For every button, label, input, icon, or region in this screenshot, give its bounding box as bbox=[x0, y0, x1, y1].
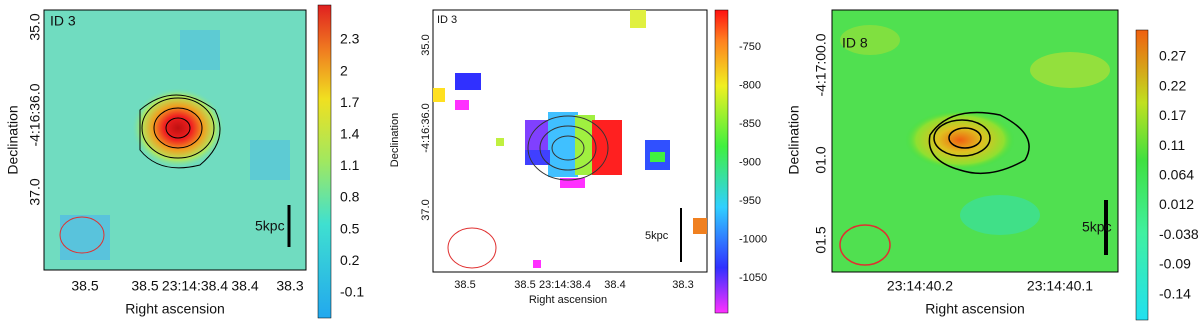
x-tick-label: 23:14:40.1 bbox=[1027, 278, 1093, 294]
scale-label: 5kpc bbox=[255, 218, 285, 234]
panel-id: ID 3 bbox=[437, 14, 457, 26]
colorbar-tick-label: -0.09 bbox=[1159, 256, 1191, 272]
x-tick-label: 23:14:40.2 bbox=[887, 278, 953, 294]
x-tick-label: 38.3 bbox=[276, 278, 303, 294]
y-tick-label: 35.0 bbox=[420, 34, 432, 55]
x-tick-label: 38.3 bbox=[672, 279, 693, 291]
panel-id: ID 8 bbox=[842, 35, 868, 51]
colorbar-tick-label: 0.17 bbox=[1159, 107, 1186, 123]
y-axis-label: Declination bbox=[786, 105, 802, 174]
x-tick-label: 38.5 bbox=[514, 279, 535, 291]
y-axis-label: Declination bbox=[5, 105, 21, 174]
x-tick-label: 23:14:38.4 bbox=[539, 279, 591, 291]
colorbar-tick-label: 0.012 bbox=[1159, 196, 1194, 212]
scale-label: 5kpc bbox=[645, 230, 669, 242]
map-2 bbox=[432, 9, 729, 314]
colorbar-tick-label: -800 bbox=[739, 79, 761, 91]
x-tick-label: 38.5 bbox=[454, 279, 475, 291]
y-tick-label: -4:16:36.0 bbox=[420, 103, 432, 153]
colorbar-tick-label: -0.038 bbox=[1159, 226, 1199, 242]
colorbar-tick-label: 0.2 bbox=[340, 252, 360, 268]
colorbar-tick-label: -0.14 bbox=[1159, 285, 1191, 301]
colorbar-tick-label: 0.8 bbox=[340, 189, 360, 205]
colorbar-tick-label: 2.3 bbox=[340, 31, 360, 47]
x-tick-label: 38.4 bbox=[604, 279, 625, 291]
colorbar-tick-label: 2 bbox=[340, 62, 348, 78]
x-tick-label: 38.5 bbox=[71, 278, 98, 294]
y-tick-label: 37.0 bbox=[420, 199, 432, 220]
y-tick-label: -4:17:00.0 bbox=[813, 33, 829, 96]
x-tick-label: 38.5 bbox=[131, 278, 158, 294]
colorbar-tick-label: -750 bbox=[739, 41, 761, 53]
colorbar-tick-label: 1.7 bbox=[340, 94, 360, 110]
x-tick-label: 23:14:38.4 bbox=[162, 278, 228, 294]
scale-label: 5kpc bbox=[1082, 219, 1112, 235]
y-tick-label: 01.5 bbox=[813, 226, 829, 253]
x-axis-label: Right ascension bbox=[925, 301, 1025, 317]
colorbar-tick-label: -850 bbox=[739, 118, 761, 130]
x-axis-label: Right ascension bbox=[529, 294, 607, 306]
x-axis-label: Right ascension bbox=[125, 301, 225, 317]
colorbar-tick-label: 1.1 bbox=[340, 157, 360, 173]
y-tick-label: 01.0 bbox=[813, 146, 829, 173]
colorbar-tick-label: -1000 bbox=[739, 233, 767, 245]
colorbar-tick-label: 1.4 bbox=[340, 126, 360, 142]
colorbar-tick-label: -1050 bbox=[739, 272, 767, 284]
x-tick-label: 38.4 bbox=[231, 278, 258, 294]
colorbar-tick-label: -950 bbox=[739, 195, 761, 207]
colorbar-tick-label: 0.11 bbox=[1159, 137, 1185, 153]
colorbar-tick-label: 0.064 bbox=[1159, 167, 1194, 183]
colorbar-tick-label: 0.22 bbox=[1159, 77, 1186, 93]
map-1 bbox=[43, 4, 332, 319]
y-tick-label: 37.0 bbox=[27, 178, 43, 205]
y-tick-label: 35.0 bbox=[27, 13, 43, 40]
y-axis-label: Declination bbox=[389, 113, 401, 167]
y-tick-label: -4:16:36.0 bbox=[27, 83, 43, 146]
colorbar-tick-label: -900 bbox=[739, 156, 761, 168]
map-3 bbox=[831, 9, 1149, 321]
colorbar-tick-label: 0.27 bbox=[1159, 48, 1186, 64]
colorbar-tick-label: 0.5 bbox=[340, 220, 360, 236]
colorbar-tick-label: -0.1 bbox=[340, 284, 364, 300]
panel-id: ID 3 bbox=[50, 13, 76, 29]
